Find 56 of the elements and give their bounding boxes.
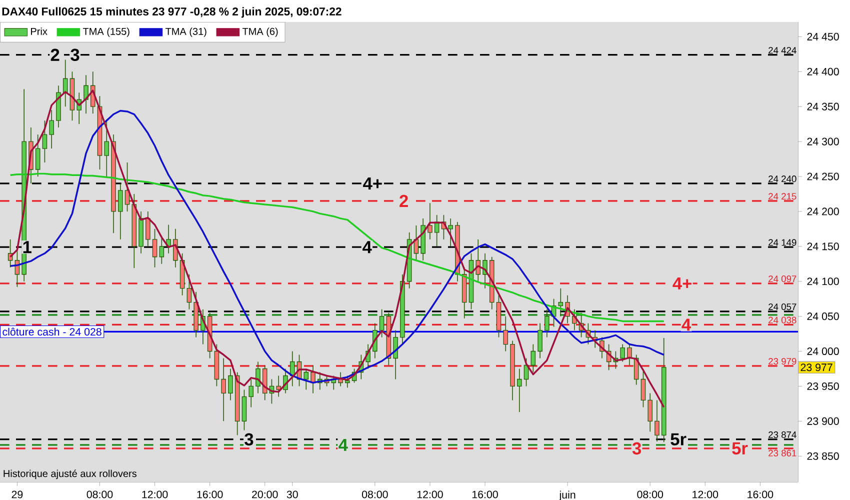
ref-line-label: 24 424 — [768, 47, 796, 54]
chart-title: DAX40 Full0625 15 minutes 23 977 -0,28 % 2 juin 2025, 09:07:22 — [2, 7, 342, 18]
y-tick-label: 23 900 — [807, 417, 839, 425]
y-tick-label: 23 850 — [807, 452, 839, 460]
annotation: 1 — [23, 241, 32, 254]
annotation: 4 — [362, 241, 372, 254]
ref-line-label: 23 861 — [768, 450, 796, 456]
x-tick-label: 30 — [286, 490, 298, 498]
annotation: 4+ — [363, 178, 382, 190]
x-tick-label: 16:00 — [748, 490, 774, 498]
y-tick-label: 24 350 — [807, 102, 839, 110]
annotation: 4+ — [672, 278, 692, 290]
annotation: 3 — [632, 442, 642, 455]
y-tick-label: 24 300 — [807, 138, 839, 146]
x-tick-label: 20:00 — [252, 490, 278, 498]
annotation: 4 — [682, 318, 692, 331]
y-tick-label: 24 450 — [807, 32, 839, 40]
x-tick-label: 08:00 — [362, 490, 388, 498]
legend-label: TMA (155) — [82, 28, 130, 37]
y-tick-label: 24 000 — [807, 347, 839, 356]
annotation: 2 — [400, 194, 408, 208]
ref-line-label: 23 874 — [768, 431, 796, 438]
x-tick-label: 12:00 — [142, 490, 168, 498]
y-tick-label: 24 200 — [807, 208, 839, 216]
y-tick-label: 24 100 — [807, 278, 839, 286]
ref-line-label: 24 097 — [768, 276, 796, 282]
ref-line-label: 24 038 — [768, 316, 796, 324]
ref-line-label: 24 057 — [768, 303, 796, 310]
legend-label: Prix — [31, 28, 48, 35]
annotation: 23 977 — [800, 364, 832, 372]
legend-label: TMA (31) — [166, 28, 206, 37]
y-tick-label: 24 400 — [807, 68, 839, 76]
ref-line-label: 24 240 — [768, 176, 796, 182]
y-tick-label: 24 150 — [807, 242, 839, 250]
ref-line-label: 24 149 — [768, 239, 796, 246]
annotation: 4 — [338, 438, 348, 451]
x-tick-label: 16:00 — [197, 490, 223, 498]
legend-label: TMA (6) — [242, 28, 278, 37]
annotation: 5r — [732, 442, 748, 454]
y-tick-label: 24 250 — [807, 172, 839, 180]
ref-line-label: 24 215 — [768, 193, 796, 200]
x-tick-label: 29 — [12, 490, 23, 498]
y-tick-label: 23 950 — [807, 382, 839, 390]
annotation: 5r — [670, 433, 686, 446]
x-tick-label: 08:00 — [86, 490, 113, 498]
annotation: 3 — [70, 48, 80, 61]
x-tick-label: 08:00 — [637, 490, 664, 498]
annotation: 2 — [50, 48, 60, 61]
ref-line-label: clôture cash - 24 028 — [2, 328, 102, 336]
x-tick-label: 12:00 — [417, 490, 443, 498]
ref-line-label: 23 979 — [768, 358, 796, 365]
x-tick-label: 16:00 — [472, 490, 498, 498]
x-tick-label: 12:00 — [692, 490, 718, 498]
annotation: 3 — [244, 433, 254, 446]
annotation: Historique ajusté aux rollovers — [4, 470, 136, 480]
y-tick-label: 24 050 — [807, 312, 839, 320]
